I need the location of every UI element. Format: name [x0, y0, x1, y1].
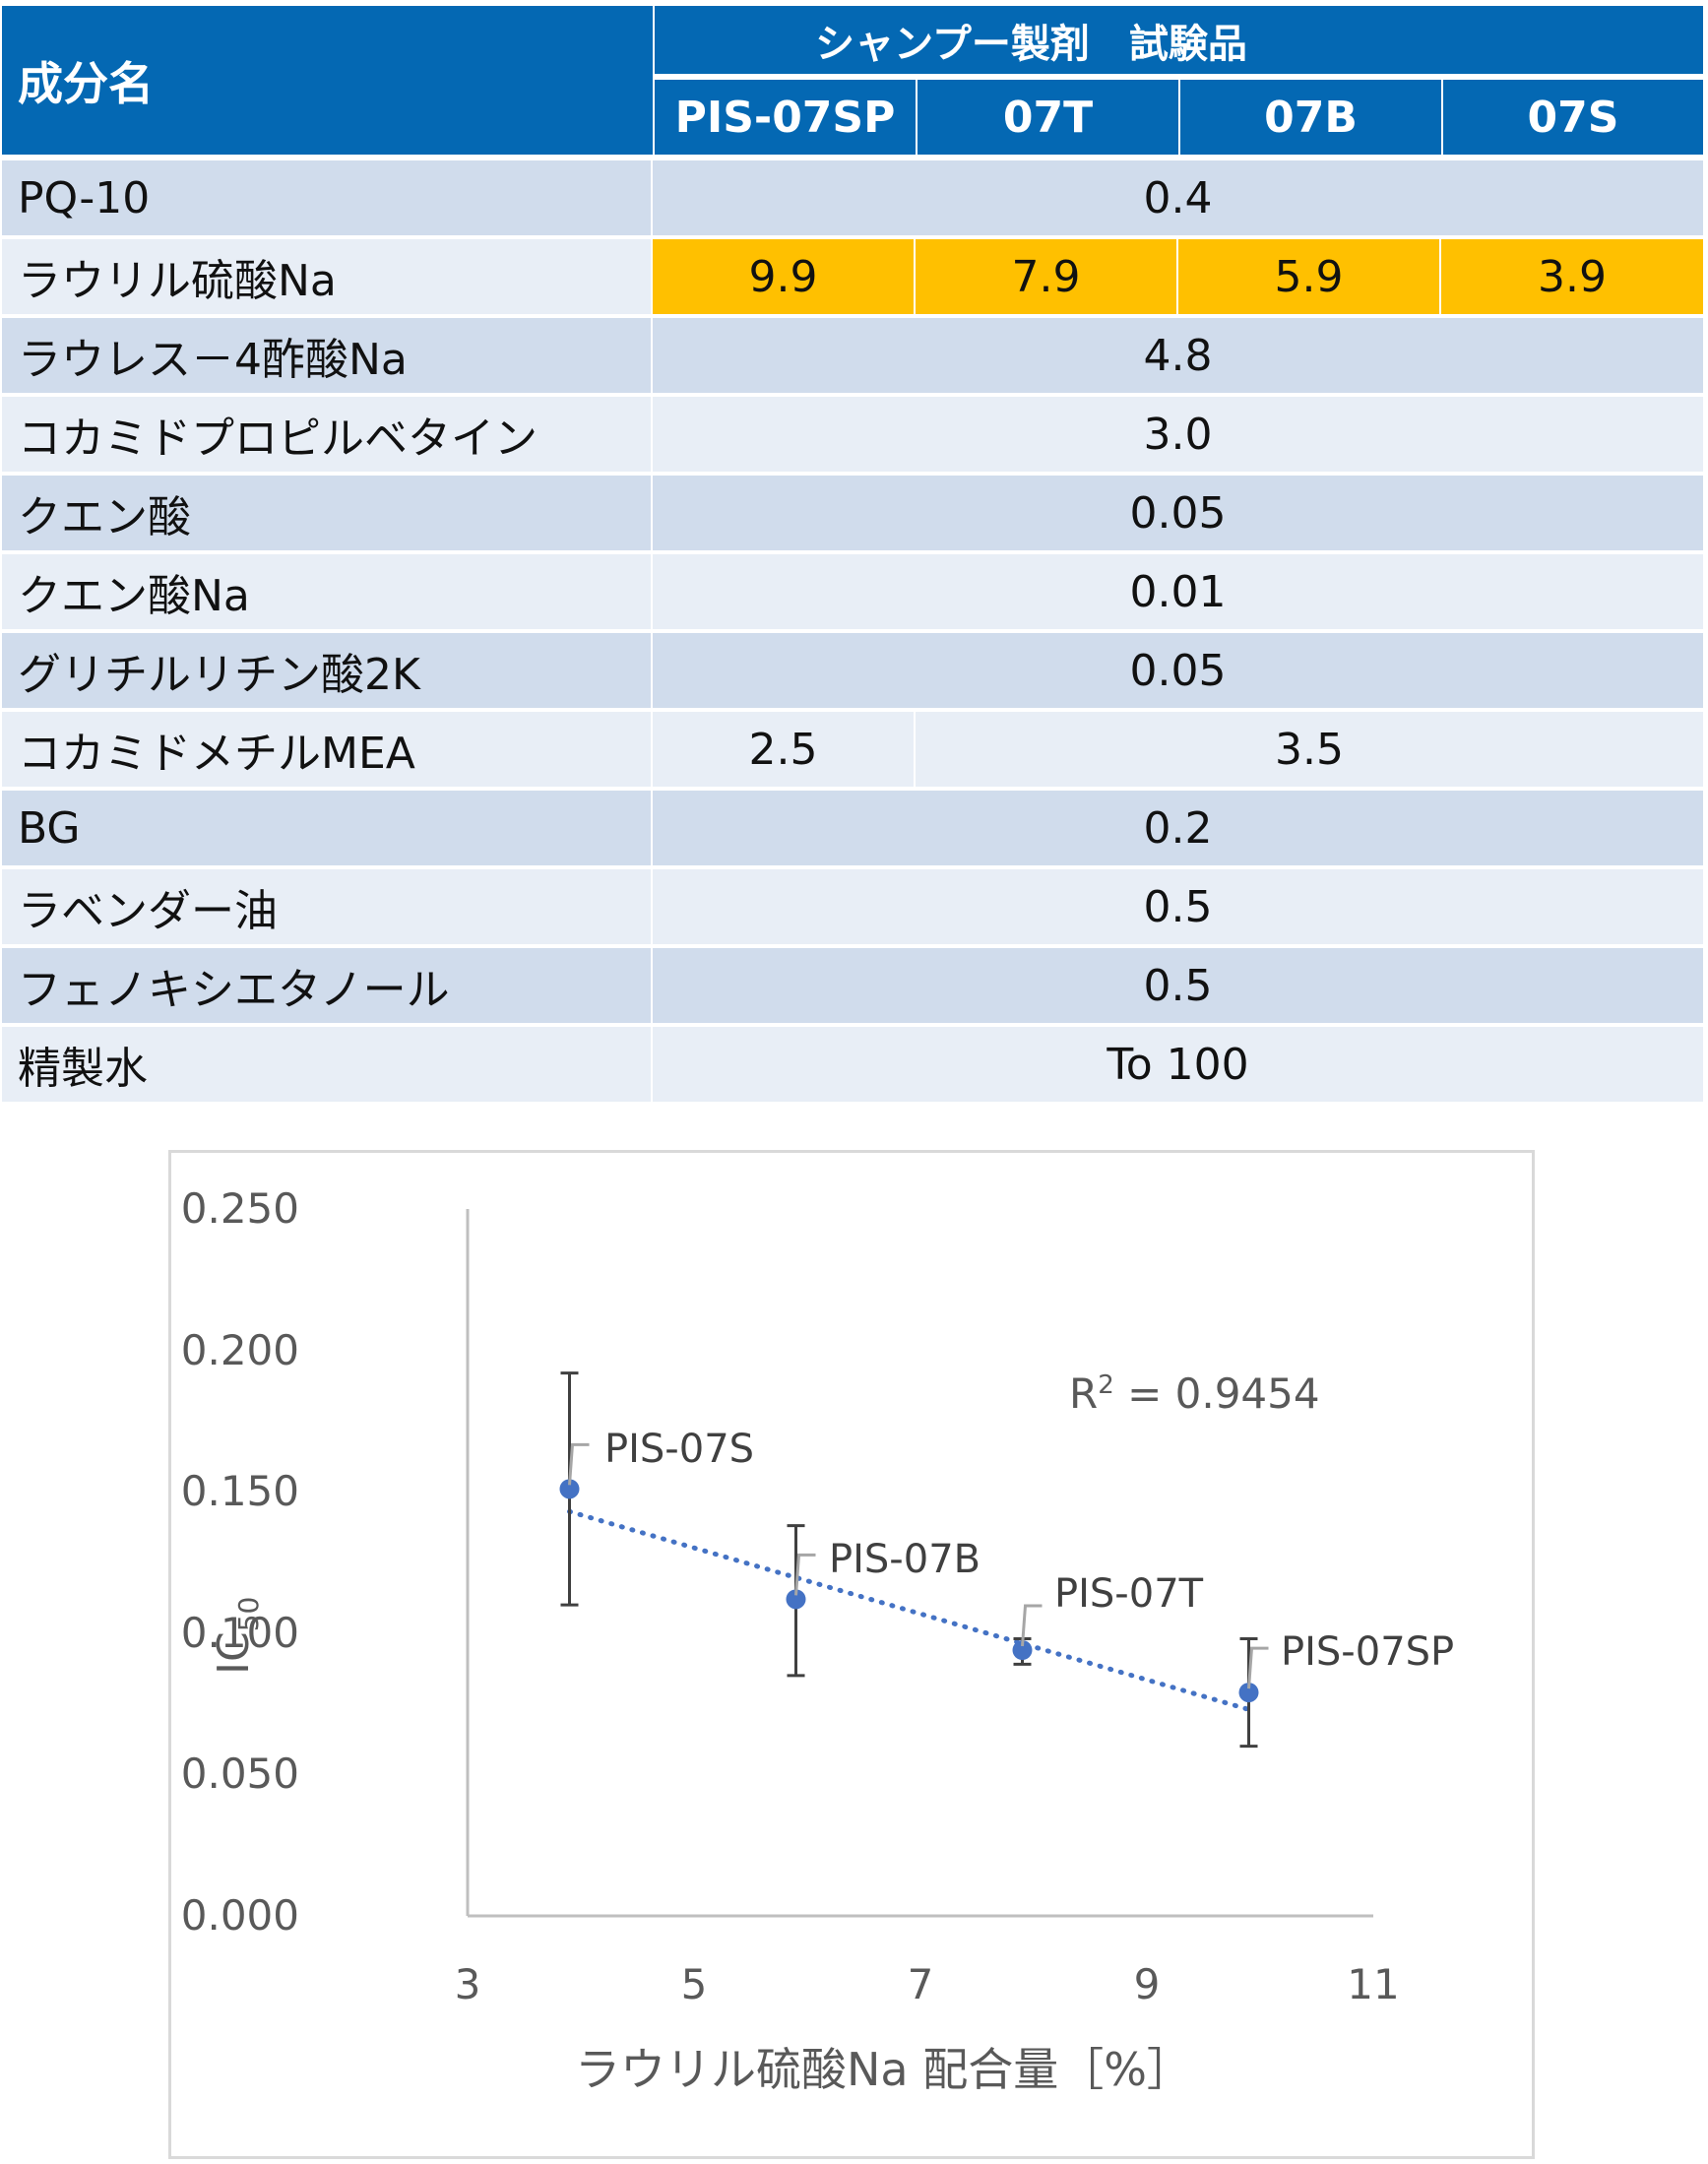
- x-axis-title: ラウリル硫酸Na 配合量［%］: [575, 2043, 1192, 2096]
- header-col-07s: 07S: [1443, 80, 1703, 155]
- header-sample-columns: PIS-07SP 07T 07B 07S: [655, 80, 1703, 155]
- ingredient-value-pis-07sp: 9.9: [653, 239, 916, 314]
- label-leader-line: [1021, 1604, 1043, 1647]
- table-row: コカミドメチルMEA 2.5 3.5: [2, 712, 1703, 787]
- table-row: クエン酸Na 0.01: [2, 554, 1703, 629]
- table-row: 精製水 To 100: [2, 1027, 1703, 1102]
- data-points: [559, 1371, 1269, 1749]
- x-tick-label: 9: [1133, 1960, 1161, 2008]
- ingredient-name: BG: [2, 791, 653, 865]
- ingredient-value: 3.0: [653, 397, 1703, 472]
- data-point-pis-07t: [1012, 1604, 1043, 1666]
- table-row: ラウレス－4酢酸Na 4.8: [2, 318, 1703, 393]
- point-label-pis-07b: PIS-07B: [829, 1537, 981, 1582]
- ingredient-name: PQ-10: [2, 160, 653, 235]
- marker-dot: [559, 1479, 580, 1499]
- label-leader-line: [1247, 1646, 1269, 1689]
- ingredient-name: フェノキシエタノール: [2, 948, 653, 1023]
- r-squared-label: R2 = 0.9454: [1069, 1369, 1320, 1418]
- r2-superscript: 2: [1098, 1370, 1114, 1400]
- table-row: ラベンダー油 0.5: [2, 869, 1703, 944]
- ingredient-value: 4.8: [653, 318, 1703, 393]
- point-label-pis-07t: PIS-07T: [1054, 1571, 1204, 1617]
- table-row: グリチルリチン酸2K 0.05: [2, 633, 1703, 708]
- x-tick-label: 3: [454, 1960, 481, 2008]
- label-leader-line: [794, 1553, 816, 1596]
- x-tick-label: 7: [907, 1960, 934, 2008]
- data-point-pis-07s: [559, 1371, 590, 1607]
- table-row: コカミドプロピルベタイン 3.0: [2, 397, 1703, 472]
- table-row: フェノキシエタノール 0.5: [2, 948, 1703, 1023]
- ingredient-name: ラウリル硫酸Na: [2, 239, 653, 314]
- r2-value: = 0.9454: [1113, 1369, 1320, 1418]
- ingredient-value-07b: 5.9: [1178, 239, 1441, 314]
- y-tick-label: 0.100: [180, 1609, 299, 1657]
- ingredient-value: 0.05: [653, 633, 1703, 708]
- ingredient-value: 0.5: [653, 869, 1703, 944]
- data-point-pis-07b: [786, 1524, 816, 1678]
- ingredient-value: 0.2: [653, 791, 1703, 865]
- header-ingredient-name: 成分名: [2, 6, 653, 155]
- header-group-shampoo-test-samples: シャンプー製剤 試験品: [655, 6, 1703, 74]
- ingredient-name: クエン酸: [2, 476, 653, 550]
- header-col-07b: 07B: [1180, 80, 1443, 155]
- r2-prefix: R: [1069, 1369, 1099, 1418]
- header-col-07t: 07T: [917, 80, 1180, 155]
- ingredient-value: 0.05: [653, 476, 1703, 550]
- table-row: BG 0.2: [2, 791, 1703, 865]
- label-leader-line: [568, 1442, 590, 1486]
- y-tick-label: 0.000: [180, 1891, 299, 1940]
- y-tick-label: 0.150: [180, 1467, 299, 1515]
- ingredient-name: ラウレス－4酢酸Na: [2, 318, 653, 393]
- ingredient-value: To 100: [653, 1027, 1703, 1102]
- ingredient-name: コカミドメチルMEA: [2, 712, 653, 787]
- ingredient-name: コカミドプロピルベタイン: [2, 397, 653, 472]
- ingredient-value-pis-07sp: 2.5: [653, 712, 916, 787]
- ingredient-name: ラベンダー油: [2, 869, 653, 944]
- point-label-pis-07s: PIS-07S: [604, 1427, 755, 1472]
- x-tick-label: 5: [680, 1960, 708, 2008]
- y-tick-label: 0.250: [180, 1184, 299, 1233]
- chart-plot-area: [466, 1209, 1373, 1918]
- ingredient-value-07s: 3.9: [1441, 239, 1703, 314]
- y-axis-title-subscript: 50: [231, 1596, 265, 1632]
- ingredient-value-07t: 7.9: [916, 239, 1178, 314]
- y-tick-label: 0.200: [180, 1326, 299, 1374]
- ingredient-value: 0.4: [653, 160, 1703, 235]
- y-axis-title-main: IC: [209, 1631, 259, 1675]
- header-group-label: シャンプー製剤 試験品: [815, 21, 1247, 67]
- y-axis-title: IC50: [209, 1597, 265, 1675]
- ic50-scatter-chart: 0.250 0.200 0.150 0.100 0.050 0.000 3 5 …: [168, 1150, 1535, 2159]
- ingredient-value: 0.01: [653, 554, 1703, 629]
- y-tick-label: 0.050: [180, 1750, 299, 1798]
- data-point-pis-07sp: [1238, 1637, 1269, 1749]
- x-tick-label: 11: [1347, 1960, 1400, 2008]
- marker-dot: [786, 1589, 806, 1610]
- table-row: PQ-10 0.4: [2, 160, 1703, 235]
- table-row-highlighted: ラウリル硫酸Na 9.9 7.9 5.9 3.9: [2, 239, 1703, 314]
- ingredient-value-others: 3.5: [916, 712, 1703, 787]
- header-col-pis-07sp: PIS-07SP: [655, 80, 917, 155]
- ingredient-name: 精製水: [2, 1027, 653, 1102]
- marker-dot: [1238, 1683, 1259, 1703]
- table-row: クエン酸 0.05: [2, 476, 1703, 550]
- ingredient-name: グリチルリチン酸2K: [2, 633, 653, 708]
- marker-dot: [1012, 1640, 1033, 1661]
- ingredient-value: 0.5: [653, 948, 1703, 1023]
- linear-trendline: [567, 1508, 1251, 1712]
- ingredient-name: クエン酸Na: [2, 554, 653, 629]
- point-label-pis-07sp: PIS-07SP: [1281, 1629, 1455, 1675]
